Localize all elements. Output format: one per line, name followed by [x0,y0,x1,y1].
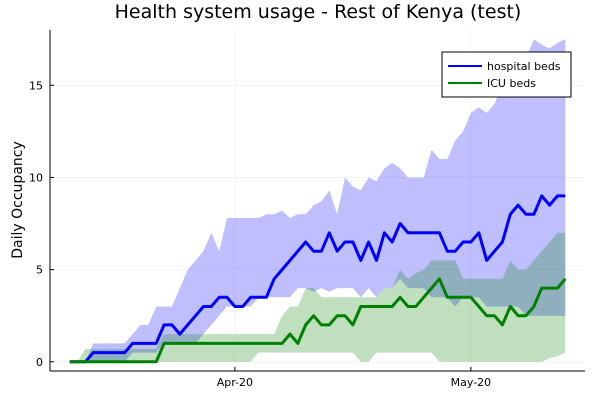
legend: hospital beds ICU beds [441,51,572,98]
y-tick-label: 10 [29,171,43,184]
axes [49,30,585,372]
x-tick-label: May-20 [451,376,492,389]
x-tick-label: Apr-20 [217,376,253,389]
chart-title: Health system usage - Rest of Kenya (tes… [115,1,522,23]
y-tick-label: 0 [36,356,43,369]
line-ICU-beds [69,277,567,364]
line-hospital-beds [69,194,566,364]
y-tick-label: 15 [29,79,43,92]
tick-labels: 0 5 10 15 Apr-20 May-20 [29,79,491,389]
y-axis-label: Daily Occupancy [10,141,26,258]
legend-box [441,51,572,98]
band-ICU-beds [69,232,566,362]
legend-label: ICU beds [487,77,536,90]
legend-label: hospital beds [487,60,561,73]
series-lines [69,194,567,364]
y-tick-label: 5 [36,264,43,277]
